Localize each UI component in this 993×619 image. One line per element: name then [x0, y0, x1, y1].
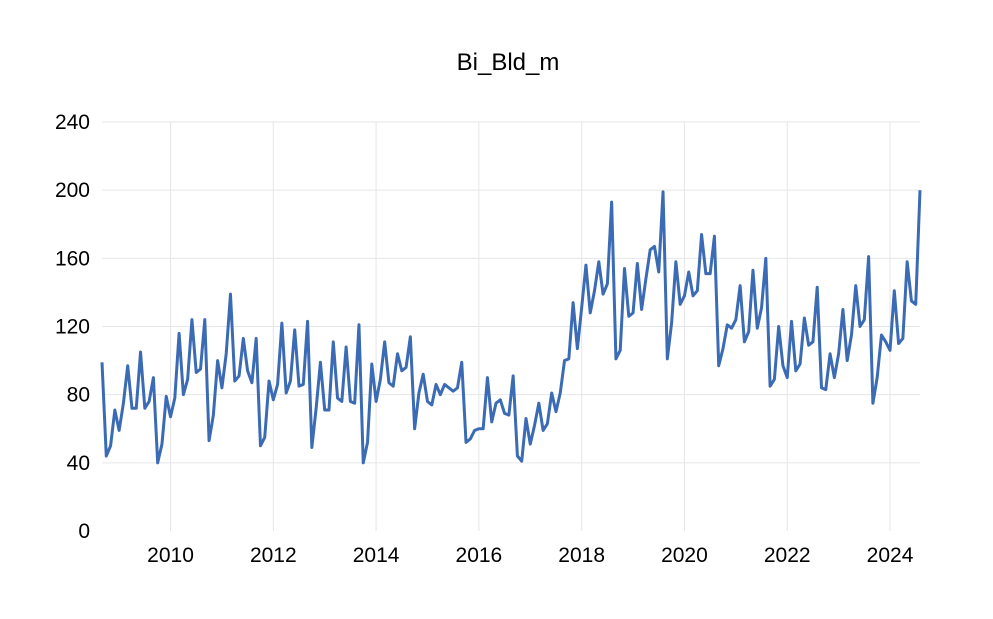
y-tick-label: 160	[55, 247, 90, 270]
series-layer	[100, 190, 922, 465]
y-tick-label: 40	[67, 452, 90, 475]
y-tick-label: 240	[55, 111, 90, 134]
series-line	[100, 190, 922, 465]
y-tick-label: 120	[55, 316, 90, 339]
y-axis-tick-labels: 0 40 80 120 160 200 240	[55, 111, 90, 543]
x-tick-label: 2020	[661, 544, 708, 567]
x-tick-label: 2014	[353, 544, 400, 567]
gridlines	[102, 121, 920, 531]
x-tick-label: 2018	[558, 544, 605, 567]
y-tick-label: 80	[67, 384, 90, 407]
y-tick-label: 0	[78, 520, 90, 543]
x-axis-tick-labels: 2010 2012 2014 2016 2018 2020 2022 2024	[147, 544, 914, 567]
x-tick-label: 2022	[764, 544, 811, 567]
x-tick-label: 2016	[456, 544, 503, 567]
y-tick-label: 200	[55, 179, 90, 202]
chart-title: Bi_Bld_m	[457, 49, 560, 76]
x-tick-label: 2010	[147, 544, 194, 567]
x-tick-label: 2012	[250, 544, 297, 567]
x-tick-label: 2024	[867, 544, 914, 567]
